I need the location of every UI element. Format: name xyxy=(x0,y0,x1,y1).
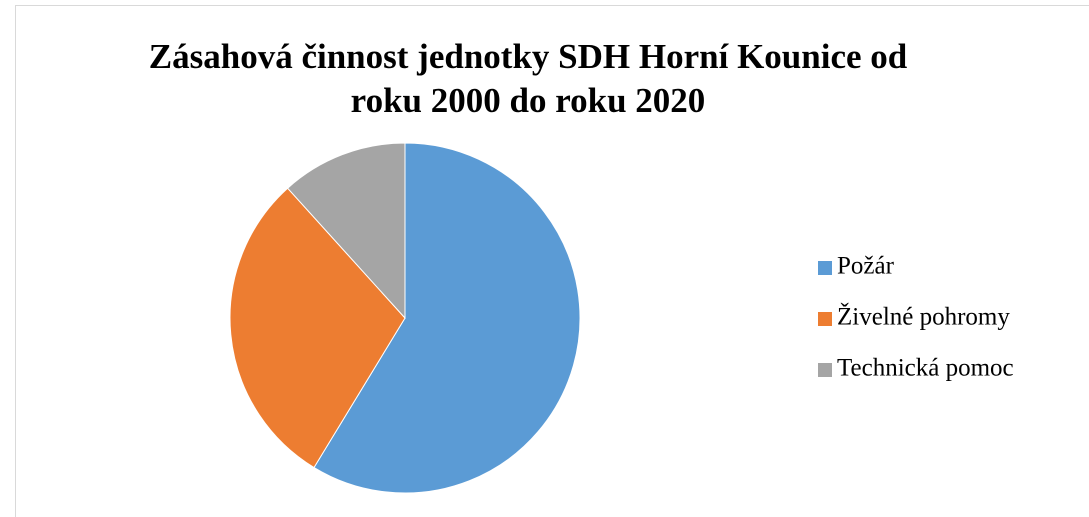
chart-title: roku 2000 do roku 2020 xyxy=(351,81,706,120)
legend-label: Požár xyxy=(837,253,895,280)
legend-swatch xyxy=(818,363,832,377)
pie-slice xyxy=(286,142,406,320)
legend-swatch xyxy=(818,312,832,326)
legend-swatch xyxy=(818,261,832,275)
legend-label: Živelné pohromy xyxy=(837,303,1010,331)
legend-label: Technická pomoc xyxy=(837,355,1014,382)
pie-slice xyxy=(229,187,406,469)
chart-title: Zásahová činnost jednotky SDH Horní Koun… xyxy=(149,37,908,76)
pie-slice xyxy=(313,142,581,494)
